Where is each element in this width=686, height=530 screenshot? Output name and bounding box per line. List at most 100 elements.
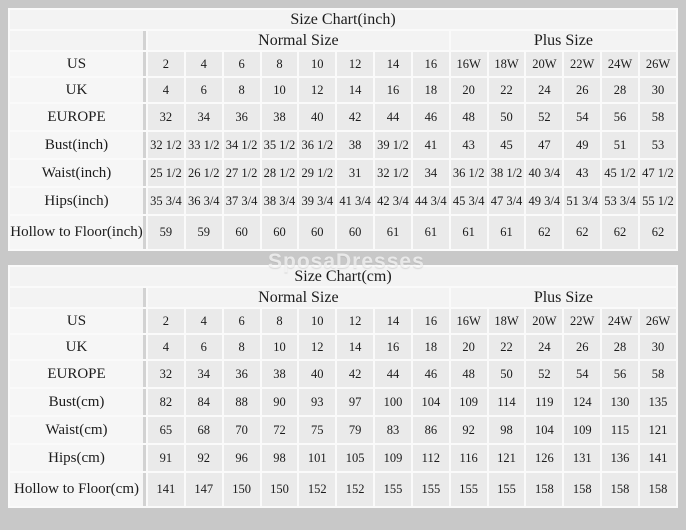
- table-cell: 18W: [488, 309, 525, 333]
- table-cell: 61: [412, 216, 449, 249]
- table-cell: 50: [488, 104, 525, 130]
- table-cell: 22: [488, 335, 525, 359]
- table-cell: 39 1/2: [375, 132, 411, 158]
- table-cell: 59: [185, 216, 222, 249]
- table-cell: 158: [602, 473, 638, 506]
- table-cell: 32: [148, 361, 184, 387]
- table-row: Waist(inch) 25 1/2 26 1/2 27 1/2 28 1/2 29 1/…: [10, 160, 676, 186]
- table-cell: 150: [223, 473, 260, 506]
- table-cell: 58: [639, 361, 676, 387]
- table-cell: 61: [488, 216, 525, 249]
- table-cell: 16: [375, 78, 411, 102]
- table-cell: 20W: [526, 52, 563, 76]
- table-cell: 44: [375, 361, 411, 387]
- table-cell: 34: [412, 160, 449, 186]
- table-cell: 97: [337, 389, 374, 415]
- table-cell: 24W: [602, 309, 638, 333]
- table-cell: 6: [223, 309, 260, 333]
- table-cell: 46: [412, 104, 449, 130]
- table-cell: 141: [148, 473, 184, 506]
- row-label: Waist(inch): [10, 160, 146, 186]
- size-chart-cm: Size Chart(cm) Normal Size Plus Size US 2 4 6 8…: [8, 265, 678, 508]
- table-cell: 25 1/2: [148, 160, 184, 186]
- table-cell: 32 1/2: [375, 160, 411, 186]
- table-cell: 14: [375, 309, 411, 333]
- table-cell: 155: [375, 473, 411, 506]
- table-cell: 20W: [526, 309, 563, 333]
- table-cell: 56: [602, 104, 638, 130]
- table-cell: 6: [185, 335, 222, 359]
- table-cell: 86: [412, 417, 449, 443]
- table-cell: 83: [375, 417, 411, 443]
- plus-size-header: Plus Size: [450, 288, 676, 307]
- table-cell: 18W: [488, 52, 525, 76]
- table-cell: 141: [639, 445, 676, 471]
- table-cell: 26W: [639, 309, 676, 333]
- table-cell: 32: [148, 104, 184, 130]
- plus-size-header: Plus Size: [450, 31, 676, 50]
- table-cell: 33 1/2: [185, 132, 222, 158]
- table-cell: 43: [450, 132, 487, 158]
- table-cell: 38: [337, 132, 374, 158]
- table-cell: 42: [337, 104, 374, 130]
- table-cell: 46: [412, 361, 449, 387]
- table-cell: 59: [148, 216, 184, 249]
- table-cell: 36: [223, 361, 260, 387]
- table-row: EUROPE 32 34 36 38 40 42 44 46 48 50 52 54 56 58: [10, 361, 676, 387]
- table-cell: 44 3/4: [412, 188, 449, 214]
- row-label: Bust(inch): [10, 132, 146, 158]
- table-cell: 53 3/4: [602, 188, 638, 214]
- row-label: EUROPE: [10, 104, 146, 130]
- row-label: Hips(cm): [10, 445, 146, 471]
- table-row: UK 4 6 8 10 12 14 16 18 20 22 24 26 28 30: [10, 78, 676, 102]
- table-cell: 115: [602, 417, 638, 443]
- table-cell: 14: [375, 52, 411, 76]
- table-cell: 84: [185, 389, 222, 415]
- table-cell: 30: [639, 335, 676, 359]
- table-cell: 12: [299, 78, 336, 102]
- table-cell: 101: [299, 445, 336, 471]
- table-cell: 4: [148, 335, 184, 359]
- table-row: UK 4 6 8 10 12 14 16 18 20 22 24 26 28 30: [10, 335, 676, 359]
- table-cell: 16: [412, 52, 449, 76]
- table-cell: 20: [450, 335, 487, 359]
- row-label: UK: [10, 78, 146, 102]
- table-cell: 61: [375, 216, 411, 249]
- table-cell: 70: [223, 417, 260, 443]
- table-cell: 40: [299, 104, 336, 130]
- table-cell: 40: [299, 361, 336, 387]
- table-cell: 8: [261, 52, 298, 76]
- table-cell: 4: [185, 52, 222, 76]
- table-cell: 4: [148, 78, 184, 102]
- table-cell: 28 1/2: [261, 160, 298, 186]
- table-cell: 42: [337, 361, 374, 387]
- table-cell: 88: [223, 389, 260, 415]
- table-cell: 62: [564, 216, 601, 249]
- table-cell: 12: [299, 335, 336, 359]
- table-cell: 38 3/4: [261, 188, 298, 214]
- table-row: Bust(cm) 82 84 88 90 93 97 100 104 109 114 119 124 13…: [10, 389, 676, 415]
- table-cell: 35 3/4: [148, 188, 184, 214]
- title-row: Size Chart(cm): [10, 267, 676, 286]
- table-cell: 32 1/2: [148, 132, 184, 158]
- table-cell: 158: [639, 473, 676, 506]
- table-cell: 124: [564, 389, 601, 415]
- table-cell: 98: [261, 445, 298, 471]
- table-cell: 119: [526, 389, 563, 415]
- table-cell: 10: [299, 52, 336, 76]
- table-cell: 62: [602, 216, 638, 249]
- table-cell: 10: [261, 78, 298, 102]
- table-cell: 35 1/2: [261, 132, 298, 158]
- table-cell: 40 3/4: [526, 160, 563, 186]
- table-cell: 45 3/4: [450, 188, 487, 214]
- table-cell: 135: [639, 389, 676, 415]
- table-cell: 121: [488, 445, 525, 471]
- row-label: Waist(cm): [10, 417, 146, 443]
- table-cell: 58: [639, 104, 676, 130]
- table-cell: 10: [299, 309, 336, 333]
- table-cell: 150: [261, 473, 298, 506]
- table-cell: 27 1/2: [223, 160, 260, 186]
- table-cell: 8: [223, 335, 260, 359]
- table-cell: 54: [564, 361, 601, 387]
- table-cell: 34: [185, 361, 222, 387]
